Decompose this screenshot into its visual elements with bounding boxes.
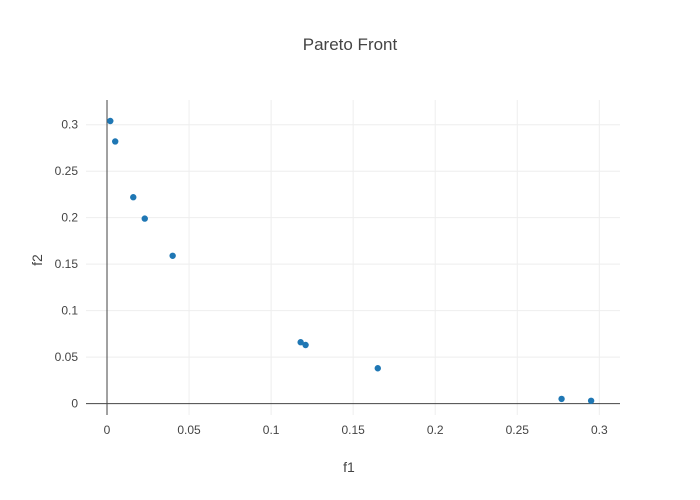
x-tick-label: 0.3 <box>591 423 608 437</box>
y-tick-label: 0.25 <box>55 164 79 178</box>
y-tick-label: 0.15 <box>55 257 79 271</box>
data-point[interactable] <box>558 395 565 403</box>
tick-labels: 0 0.05 0.1 0.15 0.2 0.25 0.3 0 0.05 0.1 0.15 0.2 0.2… <box>55 118 608 437</box>
data-point[interactable] <box>169 252 176 259</box>
data-point[interactable] <box>130 194 137 201</box>
x-tick-label: 0 <box>104 423 111 437</box>
y-tick-label: 0.3 <box>61 118 78 132</box>
data-point[interactable] <box>587 397 595 404</box>
y-tick-label: 0.2 <box>61 211 78 225</box>
grid-layer <box>86 100 620 415</box>
data-point[interactable] <box>302 341 309 349</box>
data-point[interactable] <box>112 138 119 145</box>
axis-layer <box>86 100 620 415</box>
data-point[interactable] <box>374 365 381 372</box>
x-tick-label: 0.05 <box>177 423 201 437</box>
x-axis-title: f1 <box>343 459 355 475</box>
data-points <box>107 117 595 404</box>
data-point[interactable] <box>107 117 114 125</box>
data-point[interactable] <box>297 339 304 346</box>
x-tick-label: 0.15 <box>341 423 365 437</box>
y-tick-label: 0.05 <box>55 350 79 364</box>
y-tick-label: 0.1 <box>61 304 78 318</box>
data-point[interactable] <box>141 215 148 222</box>
chart-title: Pareto Front <box>303 35 398 54</box>
x-tick-label: 0.25 <box>506 423 530 437</box>
x-tick-label: 0.1 <box>263 423 280 437</box>
x-tick-label: 0.2 <box>427 423 444 437</box>
y-tick-label: 0 <box>71 397 78 411</box>
y-axis-title: f2 <box>29 254 45 266</box>
